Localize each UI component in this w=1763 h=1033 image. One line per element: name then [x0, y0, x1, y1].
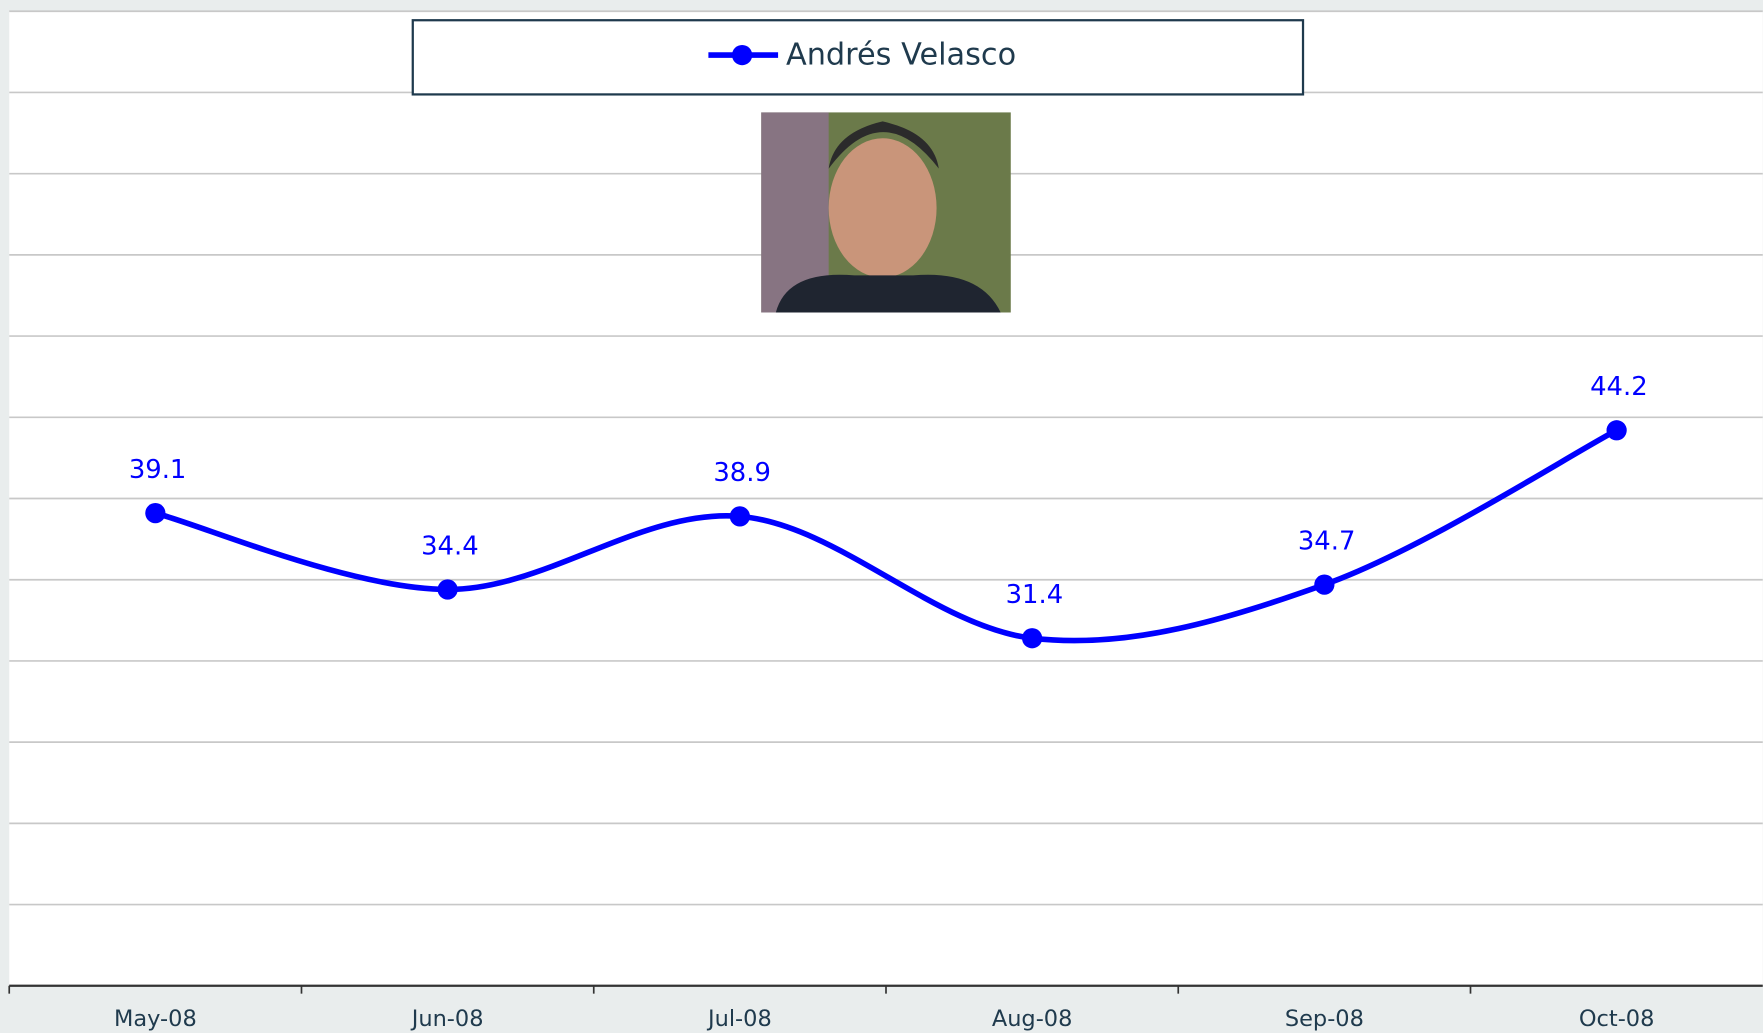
photo-face	[828, 138, 937, 278]
data-label: 34.7	[1298, 526, 1356, 556]
data-label: 34.4	[421, 531, 479, 561]
data-label: 38.9	[713, 458, 771, 488]
data-point	[1606, 420, 1627, 441]
data-point	[145, 503, 166, 524]
data-point	[1022, 628, 1043, 649]
x-tick-label: Jul-08	[706, 1006, 772, 1032]
data-label: 44.2	[1590, 372, 1648, 402]
data-point	[437, 579, 458, 600]
x-tick-label: Oct-08	[1579, 1006, 1655, 1032]
data-point	[1314, 574, 1335, 595]
x-tick-label: May-08	[114, 1006, 197, 1032]
legend-marker	[732, 44, 753, 66]
legend-label: Andrés Velasco	[786, 38, 1016, 73]
data-label: 31.4	[1006, 580, 1064, 610]
data-label: 39.1	[129, 455, 187, 485]
legend-box	[411, 19, 1305, 96]
x-tick-label: Sep-08	[1285, 1006, 1364, 1032]
photo	[761, 112, 1011, 313]
photo-suit	[775, 274, 1001, 313]
x-tick-label: Jun-08	[410, 1006, 484, 1032]
photo-hair	[828, 121, 939, 169]
series-line	[154, 427, 1618, 644]
data-point	[729, 506, 750, 527]
x-tick-label: Aug-08	[992, 1006, 1073, 1032]
